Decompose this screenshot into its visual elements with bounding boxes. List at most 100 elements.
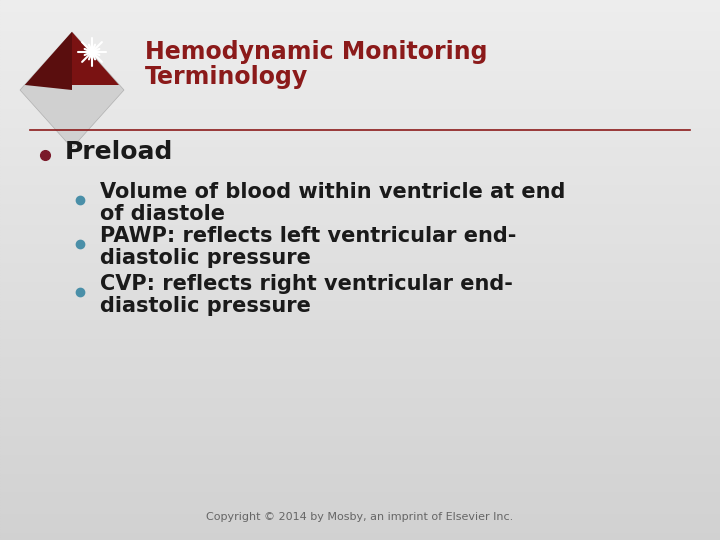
Bar — [0, 162, 720, 165]
Bar — [0, 424, 720, 427]
Bar — [0, 381, 720, 383]
Bar — [0, 170, 720, 173]
Bar — [0, 359, 720, 362]
Bar — [0, 462, 720, 464]
Bar — [0, 354, 720, 356]
Bar — [0, 478, 720, 481]
Bar — [0, 213, 720, 216]
Bar — [0, 429, 720, 432]
Bar — [0, 230, 720, 232]
Bar — [0, 122, 720, 124]
Bar — [0, 278, 720, 281]
Bar — [0, 30, 720, 32]
Bar — [0, 410, 720, 413]
Bar — [0, 408, 720, 410]
Bar — [0, 35, 720, 38]
Bar — [0, 130, 720, 132]
Bar — [0, 448, 720, 451]
Bar — [0, 348, 720, 351]
Bar — [0, 464, 720, 467]
Bar — [0, 475, 720, 478]
Bar — [0, 281, 720, 284]
Bar — [0, 389, 720, 392]
Bar — [0, 378, 720, 381]
Bar — [0, 194, 720, 197]
Bar — [0, 524, 720, 526]
Bar — [0, 437, 720, 440]
Bar — [0, 124, 720, 127]
Text: diastolic pressure: diastolic pressure — [100, 248, 311, 268]
Bar — [0, 216, 720, 219]
Bar — [0, 394, 720, 397]
Bar — [0, 456, 720, 459]
Bar — [0, 73, 720, 76]
Bar — [0, 14, 720, 16]
Bar — [0, 57, 720, 59]
Bar — [0, 446, 720, 448]
Bar — [0, 418, 720, 421]
Bar — [0, 184, 720, 186]
Bar — [0, 46, 720, 49]
Bar — [0, 535, 720, 537]
Bar — [0, 327, 720, 329]
Bar — [0, 502, 720, 505]
Text: Copyright © 2014 by Mosby, an imprint of Elsevier Inc.: Copyright © 2014 by Mosby, an imprint of… — [207, 512, 513, 522]
Bar — [0, 308, 720, 310]
Bar — [0, 346, 720, 348]
Bar — [0, 254, 720, 256]
Bar — [0, 472, 720, 475]
Bar — [0, 267, 720, 270]
Bar — [0, 297, 720, 300]
Bar — [0, 402, 720, 405]
Bar — [0, 111, 720, 113]
Bar — [0, 338, 720, 340]
Bar — [0, 251, 720, 254]
Bar — [0, 321, 720, 324]
Bar — [0, 362, 720, 364]
Bar — [0, 413, 720, 416]
Bar — [0, 392, 720, 394]
Bar — [0, 167, 720, 170]
Bar — [0, 440, 720, 443]
Bar — [0, 383, 720, 386]
Bar — [0, 270, 720, 273]
Bar — [0, 529, 720, 532]
Bar — [0, 310, 720, 313]
Polygon shape — [20, 32, 124, 148]
Bar — [0, 135, 720, 138]
Bar — [0, 232, 720, 235]
Bar — [0, 294, 720, 297]
Bar — [0, 181, 720, 184]
Bar — [0, 49, 720, 51]
Bar — [0, 97, 720, 100]
Bar — [0, 451, 720, 454]
Bar — [0, 3, 720, 5]
Bar — [0, 238, 720, 240]
Bar — [0, 486, 720, 489]
Text: Hemodynamic Monitoring: Hemodynamic Monitoring — [145, 40, 487, 64]
Bar — [0, 65, 720, 68]
Bar — [0, 51, 720, 54]
Bar — [0, 367, 720, 370]
Bar — [0, 154, 720, 157]
Bar — [0, 140, 720, 143]
Bar — [0, 143, 720, 146]
Bar — [0, 340, 720, 343]
Bar — [0, 427, 720, 429]
Bar — [0, 537, 720, 540]
Bar — [0, 470, 720, 472]
Bar — [0, 313, 720, 316]
Bar — [0, 259, 720, 262]
Bar — [0, 86, 720, 89]
Bar — [0, 165, 720, 167]
Bar — [0, 43, 720, 46]
Bar — [0, 132, 720, 135]
Bar — [0, 24, 720, 27]
Bar — [0, 205, 720, 208]
Bar — [0, 324, 720, 327]
Bar — [0, 364, 720, 367]
Bar — [0, 200, 720, 202]
Bar — [0, 159, 720, 162]
Bar — [0, 435, 720, 437]
Text: of diastole: of diastole — [100, 204, 225, 224]
